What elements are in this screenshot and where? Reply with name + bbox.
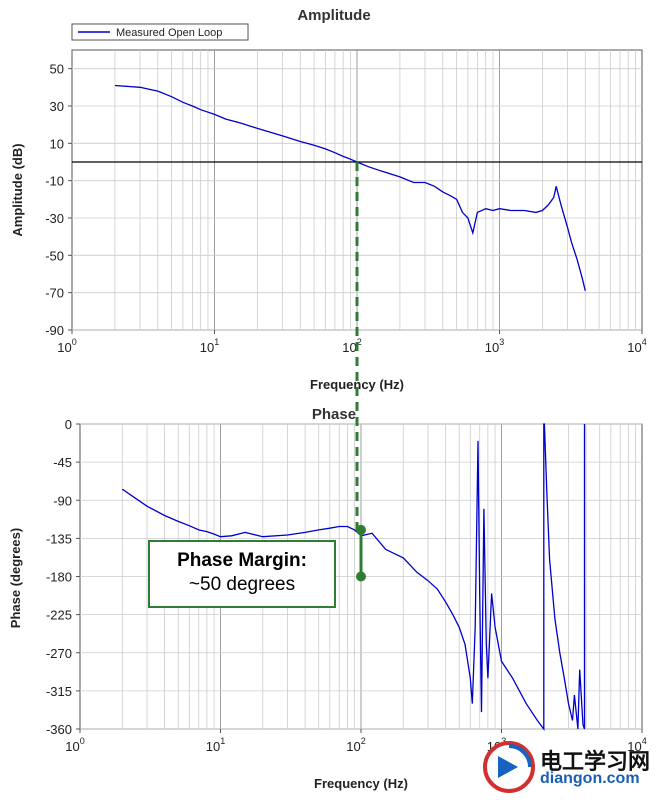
legend-label: Measured Open Loop	[116, 27, 222, 39]
x-tick-label: 103	[485, 337, 504, 355]
legend: Measured Open Loop	[71, 23, 249, 41]
y-tick-label: 30	[50, 99, 64, 114]
y-tick-label: -10	[45, 174, 64, 189]
phase-margin-marker-bottom	[356, 571, 366, 582]
legend-box	[71, 23, 249, 41]
x-tick-label: 104	[627, 337, 646, 355]
y-tick-label: 0	[65, 417, 72, 432]
phase-title: Phase	[312, 406, 356, 423]
phase-margin-value: ~50 degrees	[188, 574, 296, 595]
amplitude-title: Amplitude	[297, 7, 370, 24]
y-tick-label: -225	[46, 608, 72, 623]
x-tick-label: 101	[200, 337, 219, 355]
y-tick-label: -90	[53, 493, 72, 508]
x-tick-label: 104	[627, 736, 646, 754]
phase-margin-title: Phase Margin:	[177, 550, 307, 571]
amplitude-y-ticks: 50 30 10 -10 -30 -50 -70 -90	[45, 62, 72, 338]
watermark-en: diangon.com	[540, 770, 640, 787]
phase-margin-marker-top	[356, 524, 366, 535]
y-tick-label: -270	[46, 646, 72, 661]
y-tick-label: -50	[45, 248, 64, 263]
y-tick-label: -45	[53, 455, 72, 470]
watermark-cn: 电工学习网	[540, 749, 651, 774]
watermark-logo-icon	[483, 741, 535, 793]
y-tick-label: -135	[46, 531, 72, 546]
y-tick-label: -180	[46, 570, 72, 585]
x-tick-label: 102	[342, 337, 361, 355]
phase-y-ticks: 0 -45 -90 -135 -180 -225 -270 -315 -360	[46, 417, 80, 737]
phase-series-line	[121, 423, 586, 731]
amplitude-x-axis-label: Frequency (Hz)	[310, 377, 404, 392]
y-tick-label: -90	[45, 323, 64, 338]
phase-x-axis-label: Frequency (Hz)	[314, 776, 408, 791]
y-tick-label: 50	[50, 62, 64, 77]
y-tick-label: -315	[46, 684, 72, 699]
x-tick-label: 100	[65, 736, 84, 754]
y-tick-label: -30	[45, 211, 64, 226]
amplitude-y-axis-label: Amplitude (dB)	[10, 143, 25, 236]
y-tick-label: -360	[46, 722, 72, 737]
y-tick-label: -70	[45, 286, 64, 301]
y-tick-label: 10	[50, 136, 64, 151]
watermark: 电工学习网 diangon.com	[482, 740, 664, 796]
phase-y-axis-label: Phase (degrees)	[8, 528, 23, 628]
x-tick-label: 101	[206, 736, 225, 754]
amplitude-x-ticks: 100 101 102 103 104	[57, 330, 647, 355]
amplitude-series-line	[114, 84, 586, 291]
phase-margin-callout: Phase Margin: ~50 degrees	[148, 540, 336, 608]
x-tick-label: 100	[57, 337, 76, 355]
x-tick-label: 102	[346, 736, 365, 754]
